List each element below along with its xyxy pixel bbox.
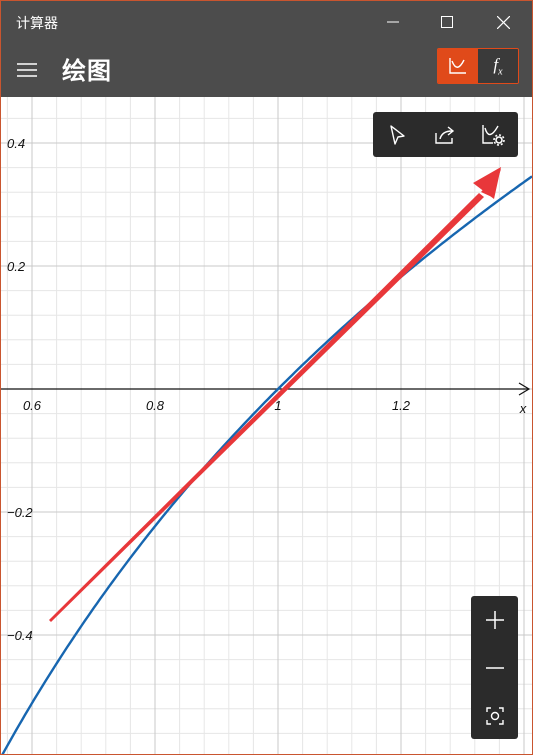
zoom-out-button[interactable]: [471, 644, 518, 691]
maximize-button[interactable]: [424, 1, 470, 43]
title-bar: 计算器: [1, 1, 532, 43]
minor-grid: [1, 97, 532, 754]
trace-button[interactable]: [373, 112, 421, 157]
app-header: 绘图 fx: [1, 43, 532, 97]
mode-switch: fx: [437, 48, 519, 84]
reset-view-icon: [485, 706, 504, 725]
x-axis-label: x: [519, 401, 527, 416]
function-curve: [1, 175, 532, 754]
minimize-icon: [387, 21, 399, 23]
red-arrow-annotation: [49, 167, 501, 622]
x-tick-label: 1.2: [392, 398, 411, 413]
graph-settings-button[interactable]: [469, 112, 517, 157]
trace-cursor-icon: [390, 124, 405, 145]
minimize-button[interactable]: [370, 1, 416, 43]
share-button[interactable]: [421, 112, 469, 157]
zoom-in-button[interactable]: [471, 596, 518, 643]
app-title: 计算器: [16, 15, 58, 31]
hamburger-menu-icon[interactable]: [15, 57, 41, 83]
close-icon: [496, 15, 510, 29]
graph-svg: 0.6 0.8 1 1.2 x 0.4 0.2 −0.2 −0.4: [1, 97, 532, 754]
graph-canvas[interactable]: 0.6 0.8 1 1.2 x 0.4 0.2 −0.2 −0.4: [1, 97, 532, 754]
x-tick-label: 0.8: [146, 398, 165, 413]
zoom-out-icon: [485, 666, 504, 669]
tick-labels: 0.6 0.8 1 1.2 x 0.4 0.2 −0.2 −0.4: [7, 136, 527, 643]
graph-toolbar: [373, 112, 518, 157]
y-tick-label: −0.4: [7, 628, 33, 643]
y-tick-label: 0.4: [7, 136, 25, 151]
maximize-icon: [441, 16, 453, 28]
graph-mode-button[interactable]: [438, 49, 478, 83]
zoom-in-icon: [485, 610, 504, 629]
y-tick-label: 0.2: [7, 259, 26, 274]
graph-settings-icon: [482, 124, 505, 146]
arrow-shaft: [49, 193, 484, 622]
function-mode-button[interactable]: fx: [478, 49, 518, 83]
reset-view-button[interactable]: [471, 692, 518, 739]
function-icon: fx: [493, 54, 503, 78]
x-axis-arrow: [518, 382, 531, 396]
page-title: 绘图: [62, 58, 112, 85]
x-tick-label: 1: [274, 398, 281, 413]
axes: [1, 382, 531, 396]
graph-icon: [449, 58, 466, 74]
zoom-controls: [471, 596, 518, 739]
x-tick-label: 0.6: [23, 398, 42, 413]
arrow-head-base: [473, 167, 501, 199]
close-button[interactable]: [480, 1, 526, 43]
major-grid: [1, 97, 532, 754]
y-tick-label: −0.2: [7, 505, 33, 520]
share-icon: [435, 125, 455, 144]
